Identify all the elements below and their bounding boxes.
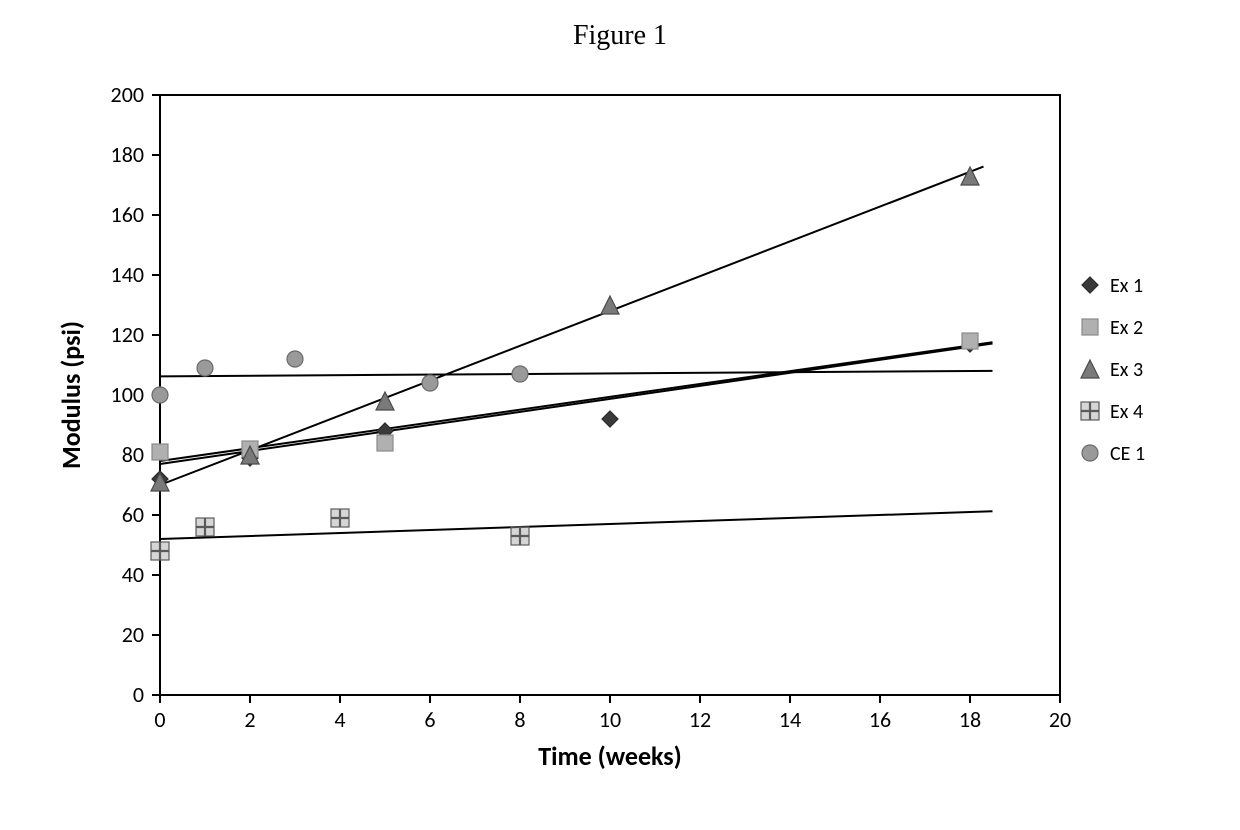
x-tick-label: 12: [689, 706, 711, 733]
y-axis-label: Modulus (psi): [55, 321, 87, 469]
x-axis-label: Time (weeks): [538, 740, 682, 772]
legend-label: Ex 4: [1110, 400, 1143, 424]
page: Figure 1 0246810121416182002040608010012…: [0, 0, 1240, 830]
y-tick-label: 160: [111, 201, 144, 228]
x-tick-label: 20: [1049, 706, 1071, 733]
figure-title: Figure 1: [0, 20, 1240, 52]
x-tick-label: 6: [424, 706, 435, 733]
x-tick-label: 0: [154, 706, 165, 733]
x-tick-label: 18: [959, 706, 981, 733]
y-tick-label: 140: [111, 261, 144, 288]
y-tick-label: 80: [122, 441, 144, 468]
y-tick-label: 0: [133, 681, 144, 708]
chart-container: 0246810121416182002040608010012014016018…: [30, 85, 1210, 805]
legend-label: CE 1: [1110, 442, 1145, 466]
legend-label: Ex 1: [1110, 274, 1143, 298]
y-tick-label: 180: [111, 141, 144, 168]
legend-item: Ex 2: [1082, 316, 1143, 340]
legend-item: Ex 1: [1082, 274, 1143, 298]
x-tick-label: 14: [779, 706, 801, 733]
y-tick-label: 200: [111, 85, 144, 108]
y-tick-label: 40: [122, 561, 144, 588]
x-tick-label: 16: [869, 706, 891, 733]
legend-label: Ex 2: [1110, 316, 1143, 340]
x-tick-label: 8: [514, 706, 525, 733]
x-tick-label: 2: [244, 706, 255, 733]
y-tick-label: 60: [122, 501, 144, 528]
legend-item: CE 1: [1082, 442, 1145, 466]
legend-item: Ex 4: [1081, 400, 1143, 424]
legend-item: Ex 3: [1081, 358, 1143, 382]
scatter-chart: 0246810121416182002040608010012014016018…: [30, 85, 1210, 805]
x-tick-label: 10: [599, 706, 621, 733]
x-tick-label: 4: [334, 706, 345, 733]
y-tick-label: 100: [111, 381, 144, 408]
y-tick-label: 20: [122, 621, 144, 648]
plot-area: [160, 95, 1060, 695]
y-tick-label: 120: [111, 321, 144, 348]
legend-label: Ex 3: [1110, 358, 1143, 382]
